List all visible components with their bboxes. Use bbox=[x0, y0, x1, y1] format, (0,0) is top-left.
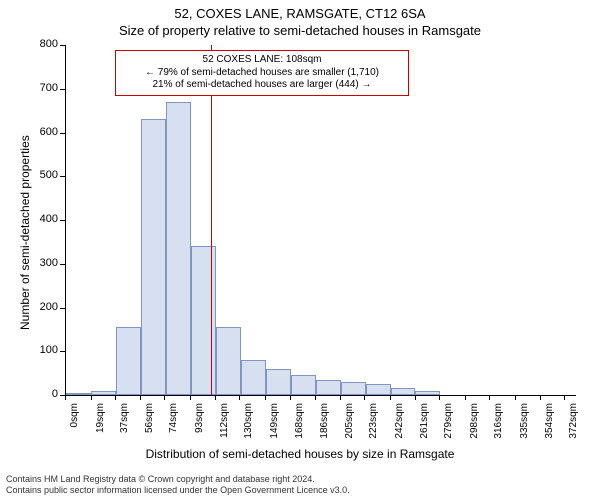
x-tick-label: 149sqm bbox=[269, 403, 280, 447]
y-tick-mark bbox=[60, 45, 65, 46]
x-tick-label: 93sqm bbox=[194, 403, 205, 447]
x-tick-mark bbox=[415, 395, 416, 400]
histogram-bar bbox=[191, 246, 216, 395]
x-tick-label: 242sqm bbox=[394, 403, 405, 447]
footer-attribution: Contains HM Land Registry data © Crown c… bbox=[6, 474, 350, 496]
y-tick-label: 500 bbox=[30, 169, 58, 181]
y-tick-mark bbox=[60, 264, 65, 265]
x-tick-label: 261sqm bbox=[419, 403, 430, 447]
y-tick-label: 0 bbox=[30, 388, 58, 400]
annotation-line: 21% of semi-detached houses are larger (… bbox=[122, 79, 402, 92]
x-tick-label: 0sqm bbox=[69, 403, 80, 447]
x-tick-label: 168sqm bbox=[294, 403, 305, 447]
y-tick-mark bbox=[60, 176, 65, 177]
histogram-bar bbox=[266, 369, 291, 395]
x-tick-mark bbox=[65, 395, 66, 400]
x-tick-mark bbox=[239, 395, 240, 400]
y-tick-mark bbox=[60, 89, 65, 90]
chart-title-description: Size of property relative to semi-detach… bbox=[0, 21, 600, 38]
x-tick-label: 354sqm bbox=[544, 403, 555, 447]
plot-area bbox=[65, 45, 576, 396]
histogram-bar bbox=[415, 391, 440, 395]
x-tick-label: 279sqm bbox=[443, 403, 454, 447]
histogram-bar bbox=[116, 327, 141, 395]
x-tick-mark bbox=[439, 395, 440, 400]
x-axis-label: Distribution of semi-detached houses by … bbox=[0, 447, 600, 461]
x-tick-mark bbox=[515, 395, 516, 400]
x-tick-label: 56sqm bbox=[144, 403, 155, 447]
histogram-bar bbox=[166, 102, 191, 395]
x-tick-label: 37sqm bbox=[119, 403, 130, 447]
x-tick-label: 112sqm bbox=[219, 403, 230, 447]
annotation-line: ← 79% of semi-detached houses are smalle… bbox=[122, 67, 402, 80]
histogram-bar bbox=[91, 391, 116, 395]
x-tick-label: 335sqm bbox=[519, 403, 530, 447]
x-tick-label: 74sqm bbox=[168, 403, 179, 447]
x-tick-label: 130sqm bbox=[243, 403, 254, 447]
y-tick-mark bbox=[60, 308, 65, 309]
x-tick-label: 372sqm bbox=[568, 403, 579, 447]
x-tick-mark bbox=[390, 395, 391, 400]
x-tick-mark bbox=[465, 395, 466, 400]
footer-line2: Contains public sector information licen… bbox=[6, 485, 350, 496]
x-tick-mark bbox=[164, 395, 165, 400]
annotation-box: 52 COXES LANE: 108sqm← 79% of semi-detac… bbox=[115, 50, 409, 96]
histogram-bar bbox=[366, 384, 391, 395]
annotation-line: 52 COXES LANE: 108sqm bbox=[122, 54, 402, 67]
x-tick-mark bbox=[215, 395, 216, 400]
x-tick-mark bbox=[190, 395, 191, 400]
x-tick-mark bbox=[91, 395, 92, 400]
y-tick-label: 100 bbox=[30, 344, 58, 356]
x-tick-label: 205sqm bbox=[344, 403, 355, 447]
chart-container: 52, COXES LANE, RAMSGATE, CT12 6SA Size … bbox=[0, 0, 600, 500]
chart-title-address: 52, COXES LANE, RAMSGATE, CT12 6SA bbox=[0, 0, 600, 21]
histogram-bar bbox=[291, 375, 316, 395]
x-tick-mark bbox=[315, 395, 316, 400]
x-tick-mark bbox=[140, 395, 141, 400]
histogram-bar bbox=[316, 380, 341, 395]
y-tick-mark bbox=[60, 133, 65, 134]
x-tick-mark bbox=[290, 395, 291, 400]
y-tick-mark bbox=[60, 220, 65, 221]
property-marker-line bbox=[211, 45, 212, 395]
x-tick-label: 298sqm bbox=[469, 403, 480, 447]
histogram-bar bbox=[391, 388, 416, 395]
x-tick-mark bbox=[265, 395, 266, 400]
y-tick-label: 400 bbox=[30, 213, 58, 225]
x-tick-label: 316sqm bbox=[493, 403, 504, 447]
histogram-bar bbox=[241, 360, 266, 395]
y-tick-label: 700 bbox=[30, 82, 58, 94]
x-tick-label: 186sqm bbox=[319, 403, 330, 447]
x-tick-mark bbox=[340, 395, 341, 400]
y-tick-mark bbox=[60, 351, 65, 352]
y-tick-label: 600 bbox=[30, 126, 58, 138]
x-tick-mark bbox=[540, 395, 541, 400]
x-tick-label: 19sqm bbox=[95, 403, 106, 447]
x-tick-mark bbox=[364, 395, 365, 400]
histogram-bar bbox=[341, 382, 366, 395]
x-tick-mark bbox=[564, 395, 565, 400]
y-tick-label: 300 bbox=[30, 257, 58, 269]
x-tick-label: 223sqm bbox=[368, 403, 379, 447]
histogram-bar bbox=[216, 327, 241, 395]
histogram-bar bbox=[141, 119, 166, 395]
footer-line1: Contains HM Land Registry data © Crown c… bbox=[6, 474, 350, 485]
histogram-bar bbox=[66, 393, 91, 395]
x-tick-mark bbox=[489, 395, 490, 400]
x-tick-mark bbox=[115, 395, 116, 400]
y-tick-label: 200 bbox=[30, 301, 58, 313]
y-tick-label: 800 bbox=[30, 38, 58, 50]
